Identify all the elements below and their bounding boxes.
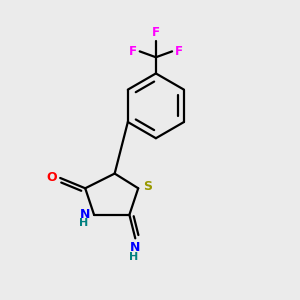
Text: F: F (174, 45, 182, 58)
Text: N: N (80, 208, 91, 221)
Text: H: H (129, 253, 138, 262)
Text: F: F (152, 26, 160, 39)
Text: F: F (129, 45, 137, 58)
Text: H: H (79, 218, 88, 228)
Text: N: N (130, 241, 140, 254)
Text: O: O (46, 171, 57, 184)
Text: S: S (143, 180, 152, 193)
